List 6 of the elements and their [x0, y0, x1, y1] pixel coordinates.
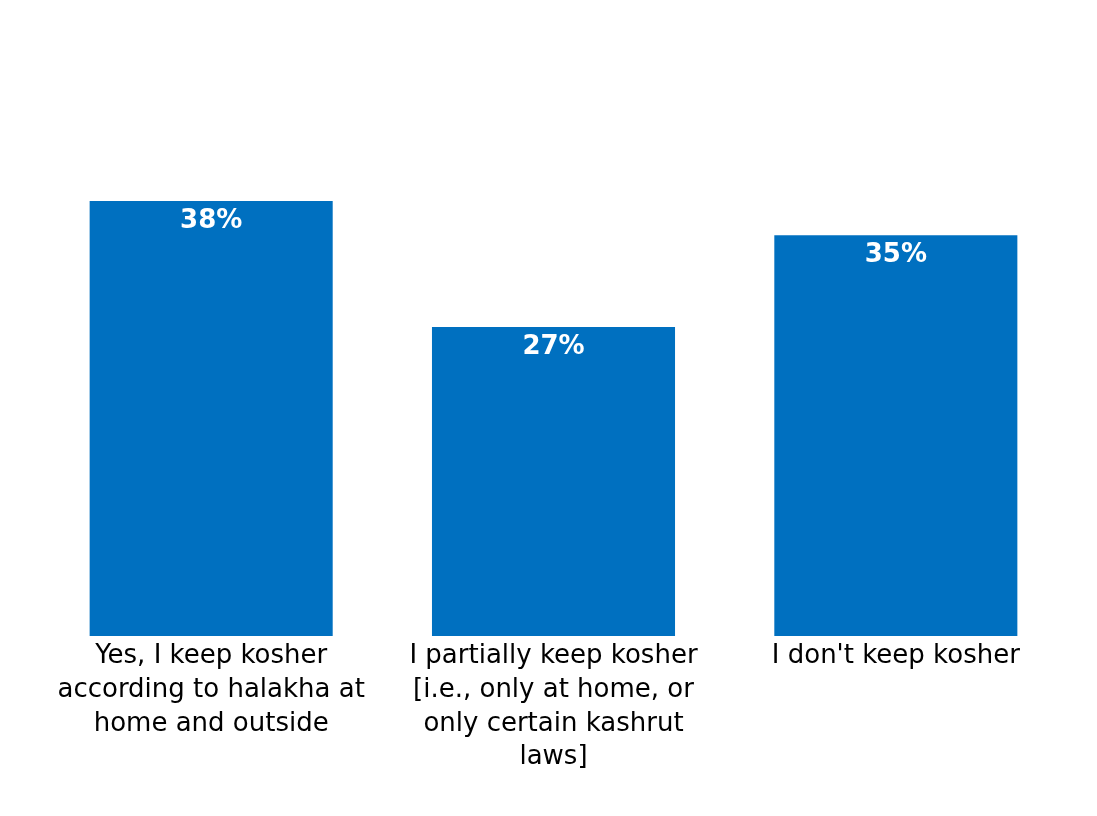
data-label: 38% [180, 203, 243, 234]
data-label: 35% [864, 238, 927, 269]
data-label: 27% [522, 329, 585, 360]
x-tick-label: I don't keep kosher [771, 639, 1021, 669]
x-tick-label: I partially keep kosher [i.e., only at home, or only certain kashrut laws] [409, 639, 698, 771]
x-tick-label: Yes, I keep kosher according to halakha at home and outside [57, 639, 365, 737]
